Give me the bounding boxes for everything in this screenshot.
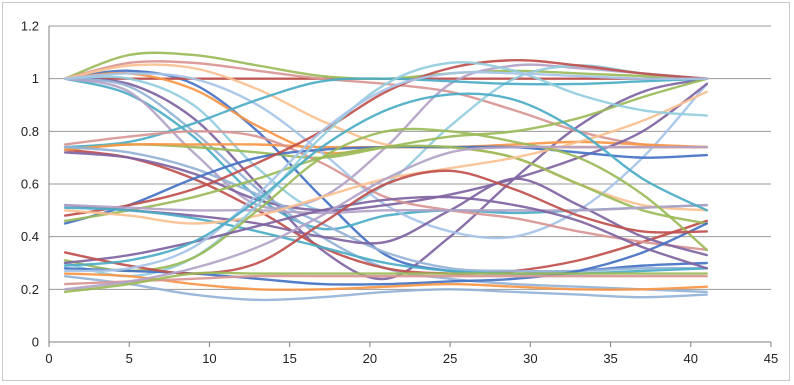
series-line-17 [63, 82, 709, 212]
series-line-23 [63, 177, 709, 257]
x-tick-label: 25 [443, 351, 457, 366]
x-tick-label: 35 [603, 351, 617, 366]
series-line-34 [63, 274, 709, 286]
series-line-35 [63, 145, 709, 291]
y-tick-label: 0.6 [21, 177, 39, 192]
series-line-30 [63, 195, 709, 270]
series-line-31 [63, 272, 709, 292]
series-line-18 [63, 130, 709, 252]
y-tick-label: 1.2 [21, 19, 39, 34]
series-line-28 [63, 127, 709, 273]
series-line-14 [63, 77, 709, 149]
y-tick-label: 0 [32, 335, 39, 350]
series-line-13 [63, 148, 709, 275]
y-tick-label: 0.2 [21, 282, 39, 297]
x-tick-label: 20 [363, 351, 377, 366]
series-line-22 [63, 144, 709, 225]
series-line-19 [63, 145, 709, 273]
x-tick-label: 10 [202, 351, 216, 366]
series-line-32 [63, 274, 709, 302]
series-line-27 [63, 61, 709, 278]
y-tick-label: 1 [32, 71, 39, 86]
series-lines [63, 51, 709, 302]
x-tick-label: 5 [126, 351, 133, 366]
x-tick-label: 30 [523, 351, 537, 366]
x-tick-label: 45 [764, 351, 778, 366]
y-tick-label: 0.8 [21, 124, 39, 139]
series-line-36 [63, 70, 709, 273]
series-line-21 [63, 59, 709, 217]
x-tick-label: 40 [684, 351, 698, 366]
series-line-4 [63, 77, 709, 281]
series-line-38 [63, 92, 709, 267]
tick-labels: 0 0.2 0.4 0.6 0.8 1 1.2 0 5 10 15 20 25 30 35 40 45 [21, 19, 778, 367]
y-tick-label: 0.4 [21, 229, 39, 244]
x-tick-label: 0 [45, 351, 52, 366]
series-line-37 [63, 271, 709, 294]
axes [48, 26, 772, 347]
series-line-24 [63, 203, 709, 215]
x-tick-label: 15 [282, 351, 296, 366]
